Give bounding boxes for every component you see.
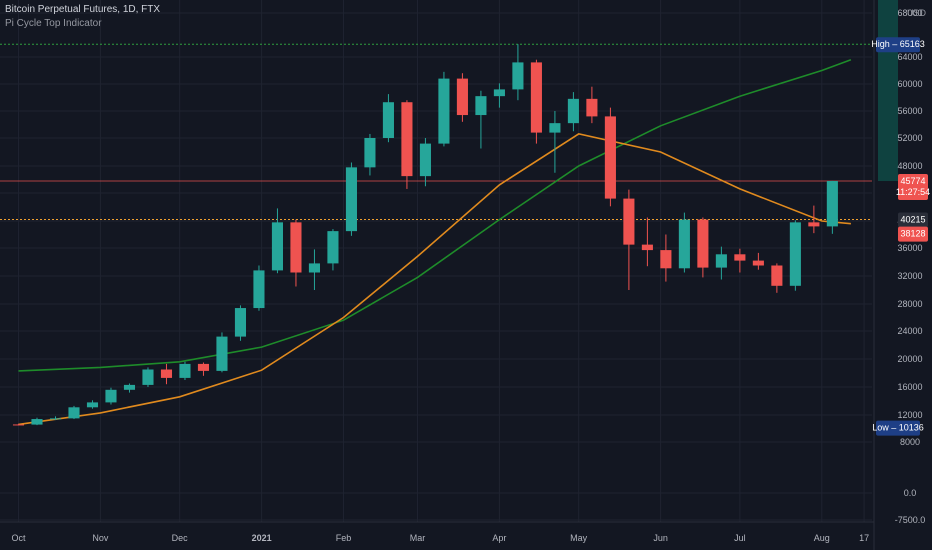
candle-body	[179, 363, 191, 378]
y-tick-label: 28000	[897, 299, 922, 309]
indicator-title[interactable]: Pi Cycle Top Indicator	[5, 18, 102, 29]
lower-label-box	[898, 226, 928, 242]
candle-body	[271, 222, 284, 271]
candle-body	[290, 222, 302, 273]
high-label-box	[876, 37, 920, 53]
y-tick-label: 56000	[897, 106, 922, 116]
candle-body	[567, 98, 579, 124]
candle-body	[623, 198, 635, 245]
candle-body	[771, 265, 783, 286]
candle-body	[660, 250, 672, 269]
y-tick-label: 8000	[900, 437, 920, 447]
x-axis: Oct Nov Dec 2021 Feb Mar Apr May Jun Jul Aug 17	[0, 521, 874, 543]
x-tick-label: Nov	[92, 533, 109, 543]
grid-lines	[0, 0, 872, 522]
level-label-box	[898, 212, 928, 228]
high-label-text: High – 65163	[871, 39, 925, 49]
candle-body	[68, 407, 80, 419]
y-tick-label: 60000	[897, 79, 922, 89]
candle-body	[253, 270, 265, 309]
x-tick-label: Mar	[410, 533, 426, 543]
candle-body	[697, 219, 709, 268]
candle-body	[123, 384, 136, 390]
candle-body	[31, 419, 43, 425]
candle-body	[419, 143, 431, 177]
y-tick-label: 52000	[897, 133, 922, 143]
candle-body	[789, 222, 801, 286]
candle-body	[345, 167, 357, 232]
y-tick-label: 24000	[897, 326, 922, 336]
x-tick-label: 17	[859, 533, 869, 543]
candle-body	[308, 263, 320, 273]
current-price-label-text: 45774	[900, 176, 925, 186]
y-tick-label: 32000	[897, 271, 922, 281]
candle-body	[475, 96, 487, 116]
candle-body	[327, 231, 339, 264]
candle-body	[549, 123, 561, 133]
ma-short-line	[18, 133, 851, 426]
candle-body	[456, 78, 468, 116]
lower-label-text: 38128	[900, 229, 925, 239]
candle-body	[401, 102, 413, 177]
candle-body	[382, 102, 394, 138]
y-tick-label: 20000	[897, 354, 922, 364]
low-label-text: Low – 10136	[872, 423, 924, 433]
candle-body	[604, 116, 616, 199]
y-tick-label: 36000	[897, 243, 922, 253]
candle-body	[197, 363, 210, 371]
x-tick-label: May	[570, 533, 588, 543]
x-tick-label: Oct	[11, 533, 26, 543]
chart-title: Bitcoin Perpetual Futures, 1D, FTX	[5, 4, 161, 15]
current-price-label-box	[898, 174, 928, 201]
candlestick-series	[12, 44, 838, 426]
horizontal-lines	[0, 43, 872, 220]
ma-long-line	[18, 58, 852, 372]
candle-body	[364, 138, 376, 168]
candle-body	[142, 369, 154, 385]
candle-body	[530, 62, 542, 133]
y-tick-label: 48000	[897, 161, 922, 171]
x-tick-label: Jul	[734, 533, 746, 543]
candle-body	[641, 244, 653, 251]
moving-average-lines	[18, 58, 852, 426]
candle-body	[808, 222, 820, 227]
candle-body	[715, 254, 727, 268]
y-tick-label: 68000	[897, 8, 922, 18]
y-tick-label: 0.0	[904, 488, 917, 498]
x-tick-label: Aug	[814, 533, 830, 543]
low-label-box	[876, 420, 920, 436]
y-axis: 6800064000600005600052000480004400040000…	[873, 0, 926, 550]
y-tick-label: 12000	[897, 410, 922, 420]
level-label-text: 40215	[900, 214, 925, 224]
candle-body	[678, 219, 690, 269]
candle-body	[586, 98, 598, 117]
axis-unit: USD	[906, 8, 926, 18]
x-tick-label: Dec	[172, 533, 189, 543]
y-tick-label: -7500.0	[895, 515, 926, 525]
candle-body	[752, 260, 764, 266]
candle-body	[105, 389, 117, 403]
candle-body	[216, 336, 228, 371]
x-tick-label: Apr	[492, 533, 506, 543]
candle-body	[12, 424, 25, 426]
y-tick-label: 16000	[897, 382, 922, 392]
highlight-band	[878, 0, 898, 182]
x-tick-label: 2021	[252, 533, 272, 543]
candle-body	[826, 181, 838, 227]
candle-body	[234, 308, 247, 337]
candle-body	[49, 418, 62, 420]
y-tick-label: 64000	[897, 52, 922, 62]
candle-body	[438, 78, 450, 144]
candle-body	[86, 402, 99, 408]
candle-body	[734, 254, 746, 261]
x-tick-label: Jun	[653, 533, 668, 543]
x-tick-label: Feb	[336, 533, 352, 543]
current-price-label-text: 11:27:54	[896, 187, 930, 197]
candle-body	[512, 62, 524, 90]
candle-body	[493, 89, 505, 97]
candle-body	[160, 369, 173, 378]
